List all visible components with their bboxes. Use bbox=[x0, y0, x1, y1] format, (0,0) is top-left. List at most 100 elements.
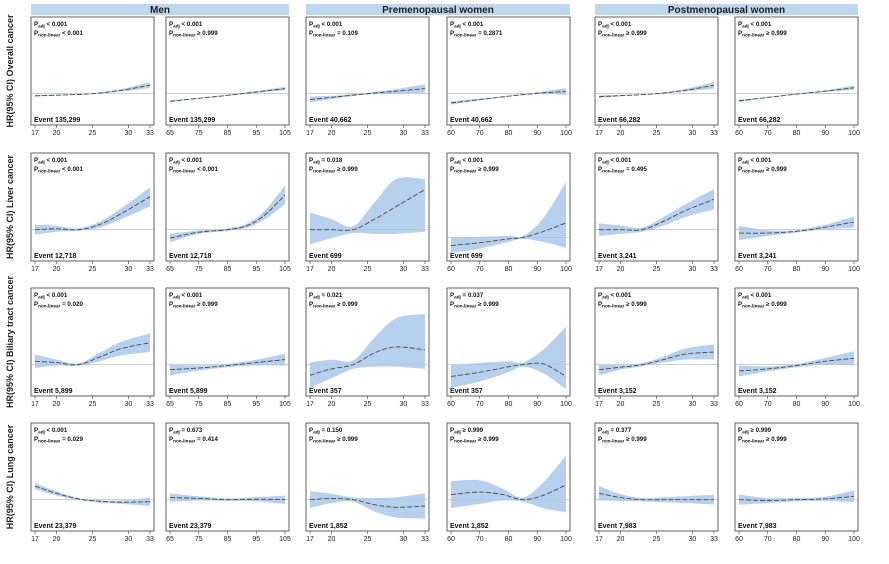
row-label: HR(95% CI) Biliary tract cancer bbox=[5, 275, 15, 408]
x-tick-label: 95 bbox=[252, 401, 260, 408]
x-tick-label: 25 bbox=[364, 266, 372, 273]
x-tick-label: 17 bbox=[31, 266, 39, 273]
x-tick-label: 17 bbox=[595, 130, 603, 137]
group-header-bg bbox=[31, 4, 289, 15]
p-adj-text: Padj = 0.673 bbox=[169, 427, 203, 435]
p-nonlinear-text: Pnon-linear ≥ 0.999 bbox=[309, 166, 358, 174]
event-count: Event 66,282 bbox=[598, 117, 641, 124]
p-nonlinear-text: Pnon-linear ≥ 0.999 bbox=[450, 301, 499, 309]
x-tick-label: 85 bbox=[224, 130, 232, 137]
x-tick-label: 17 bbox=[595, 536, 603, 543]
x-tick-label: 17 bbox=[306, 266, 314, 273]
x-tick-label: 100 bbox=[560, 266, 572, 273]
ci-band bbox=[170, 493, 285, 504]
ci-band bbox=[451, 326, 566, 390]
p-adj-text: Padj = 0.018 bbox=[309, 157, 343, 165]
x-tick-label: 100 bbox=[560, 536, 572, 543]
event-count: Event 3,152 bbox=[738, 388, 777, 395]
x-tick-label: 20 bbox=[617, 401, 625, 408]
event-count: Event 23,379 bbox=[34, 523, 77, 530]
x-tick-label: 70 bbox=[764, 401, 772, 408]
ci-band bbox=[451, 455, 566, 513]
ci-band bbox=[739, 216, 854, 241]
group-header: Postmenopausal women bbox=[668, 5, 785, 16]
event-count: Event 12,718 bbox=[34, 253, 77, 260]
p-nonlinear-text: Pnon-linear ≥ 0.999 bbox=[169, 301, 218, 309]
hr-curve bbox=[450, 222, 567, 247]
x-tick-label: 80 bbox=[793, 266, 801, 273]
p-nonlinear-text: Pnon-linear = 0.020 bbox=[34, 301, 83, 309]
p-nonlinear-text: Pnon-linear < 0.001 bbox=[34, 30, 83, 38]
x-tick-label: 90 bbox=[821, 130, 829, 137]
panel-frame bbox=[165, 287, 290, 397]
p-nonlinear-text: Pnon-linear ≥ 0.999 bbox=[450, 436, 499, 444]
group-header: Premenopausal women bbox=[382, 5, 494, 16]
x-tick-label: 30 bbox=[689, 266, 697, 273]
x-tick-label: 20 bbox=[328, 130, 336, 137]
ci-band bbox=[35, 187, 150, 235]
panel-frame bbox=[734, 287, 859, 397]
x-tick-label: 30 bbox=[125, 401, 133, 408]
hr-curve bbox=[309, 88, 426, 101]
group-header-bg bbox=[306, 4, 570, 15]
row-label: HR(95% CI) Lung cancer bbox=[5, 424, 15, 529]
x-tick-label: 20 bbox=[617, 130, 625, 137]
p-nonlinear-text: Pnon-linear ≥ 0.999 bbox=[169, 30, 218, 38]
x-tick-label: 25 bbox=[653, 401, 661, 408]
hr-curve bbox=[34, 84, 151, 97]
event-count: Event 23,379 bbox=[169, 523, 212, 530]
event-count: Event 699 bbox=[450, 253, 483, 260]
hr-curve bbox=[34, 342, 151, 366]
x-tick-label: 105 bbox=[279, 130, 291, 137]
x-tick-label: 25 bbox=[89, 266, 97, 273]
x-tick-label: 33 bbox=[421, 401, 429, 408]
x-tick-label: 20 bbox=[53, 130, 61, 137]
x-tick-label: 70 bbox=[476, 536, 484, 543]
hr-curve bbox=[598, 84, 715, 98]
p-adj-text: Padj < 0.001 bbox=[34, 427, 68, 435]
x-tick-label: 90 bbox=[533, 266, 541, 273]
hr-curve bbox=[310, 189, 426, 231]
x-tick-label: 25 bbox=[364, 536, 372, 543]
x-tick-label: 100 bbox=[848, 536, 860, 543]
x-tick-label: 70 bbox=[764, 130, 772, 137]
x-tick-label: 25 bbox=[364, 130, 372, 137]
hr-curve bbox=[34, 196, 151, 231]
x-tick-label: 80 bbox=[793, 536, 801, 543]
panel-frame bbox=[734, 422, 859, 532]
panels: 17 20 25 30 33 Padj < 0.001 Pnon-linear < 0.00… bbox=[30, 16, 860, 543]
x-tick-label: 30 bbox=[125, 130, 133, 137]
ci-band bbox=[310, 314, 425, 388]
ci-band bbox=[170, 185, 285, 243]
p-nonlinear-text: Pnon-linear ≥ 0.999 bbox=[738, 166, 787, 174]
x-tick-label: 85 bbox=[224, 536, 232, 543]
x-tick-label: 65 bbox=[166, 266, 174, 273]
ci-band bbox=[35, 483, 150, 506]
ci-band bbox=[310, 177, 425, 245]
panel-frame bbox=[305, 16, 430, 126]
x-tick-label: 100 bbox=[848, 130, 860, 137]
p-adj-text: Padj < 0.001 bbox=[309, 21, 343, 29]
x-tick-label: 33 bbox=[710, 401, 718, 408]
p-adj-text: Padj < 0.001 bbox=[34, 157, 68, 165]
x-tick-label: 33 bbox=[710, 266, 718, 273]
x-tick-label: 25 bbox=[89, 401, 97, 408]
event-count: Event 357 bbox=[450, 388, 483, 395]
x-tick-label: 25 bbox=[364, 401, 372, 408]
x-tick-label: 17 bbox=[306, 401, 314, 408]
event-count: Event 135,299 bbox=[34, 117, 80, 124]
x-tick-label: 60 bbox=[447, 536, 455, 543]
x-tick-label: 20 bbox=[53, 401, 61, 408]
x-tick-label: 100 bbox=[560, 401, 572, 408]
x-tick-label: 17 bbox=[306, 536, 314, 543]
panel-frame bbox=[446, 16, 571, 126]
p-nonlinear-text: Pnon-linear ≥ 0.999 bbox=[598, 301, 647, 309]
